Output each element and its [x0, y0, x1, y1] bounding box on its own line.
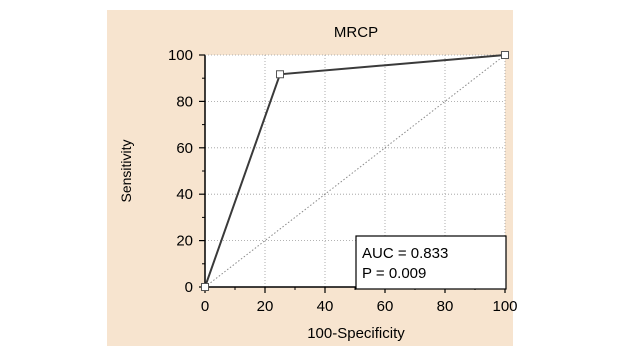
auc-text: AUC = 0.833	[362, 245, 448, 262]
x-tick-label: 100	[492, 298, 517, 315]
x-tick-label: 40	[317, 298, 334, 315]
x-tick-label: 0	[201, 298, 209, 315]
y-tick-label: 100	[168, 47, 193, 64]
x-axis-label: 100-Specificity	[307, 325, 405, 342]
y-tick-label: 20	[176, 233, 193, 250]
x-tick-label: 80	[437, 298, 454, 315]
annotation-frame	[355, 235, 507, 290]
roc-point-marker	[276, 70, 284, 79]
x-tick-label: 60	[377, 298, 394, 315]
chart-title: MRCP	[334, 24, 378, 41]
roc-point-marker	[201, 283, 209, 291]
y-axis-label: Sensitivity	[118, 139, 134, 202]
y-tick-label: 80	[176, 93, 193, 110]
p-value-text: P = 0.009	[362, 265, 426, 282]
roc-points	[201, 51, 509, 291]
chance-diagonal-line	[204, 54, 506, 288]
reference-diagonal	[204, 54, 506, 288]
x-tick-label: 20	[257, 298, 274, 315]
y-tick-label: 0	[185, 279, 193, 296]
roc-point-marker	[501, 51, 509, 59]
y-axis-ticks: 0 20 40 60 80 100	[168, 47, 205, 296]
x-axis-ticks: 0 20 40 60 80 100	[201, 287, 518, 315]
auc-annotation-box: AUC = 0.833 P = 0.009	[355, 235, 507, 290]
y-tick-label: 60	[176, 140, 193, 157]
y-tick-label: 40	[176, 186, 193, 203]
